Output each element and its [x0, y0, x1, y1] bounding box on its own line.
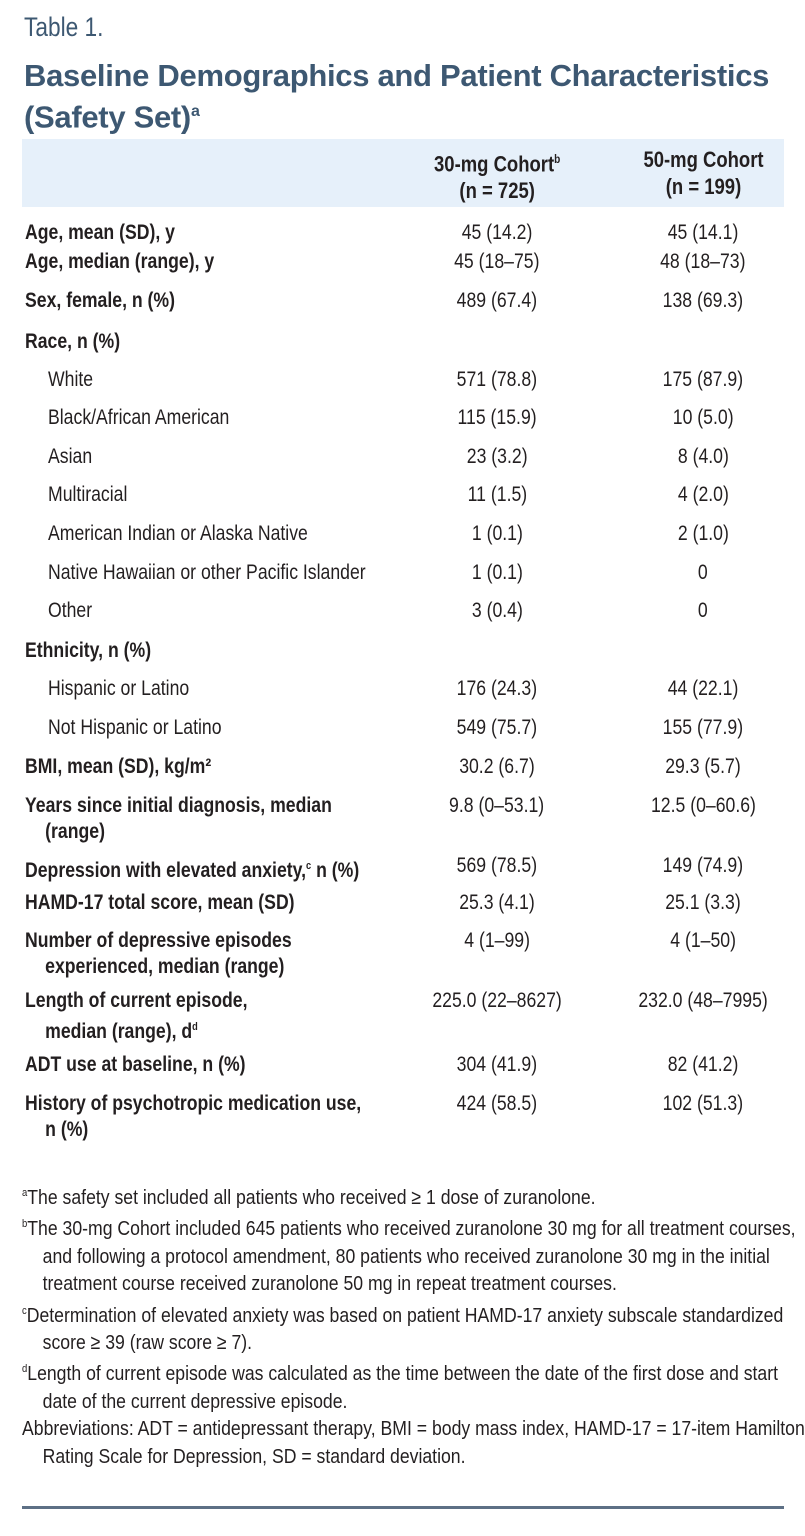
cell-value: 29.3 (5.7) — [665, 755, 741, 778]
row-label: Sex, female, n (%) — [25, 289, 175, 312]
cell-value: 12.5 (0–60.6) — [650, 794, 756, 817]
cell-value: 489 (67.4) — [456, 289, 538, 312]
cell-value: 82 (41.2) — [667, 1053, 739, 1076]
column-header-30mg: 30-mg Cohortb (n = 725) — [433, 151, 561, 204]
row-label: HAMD-17 total score, mean (SD) — [25, 891, 295, 914]
row-label: White — [48, 368, 94, 391]
cell-value — [593, 329, 805, 355]
row-label: Age, mean (SD), y — [25, 221, 175, 244]
row-label: Native Hawaiian or other Pacific Islande… — [48, 561, 366, 584]
cell-value: 115 (15.9) — [457, 406, 537, 429]
cell-value: 0 — [698, 561, 708, 584]
cell-value: 11 (1.5) — [467, 483, 527, 506]
cell-value: 48 (18–73) — [660, 250, 746, 273]
cell-value: 176 (24.3) — [456, 677, 538, 700]
cell-value: 138 (69.3) — [662, 289, 744, 312]
cell-value: 45 (14.1) — [667, 221, 739, 244]
footnote-marker: a — [190, 103, 200, 120]
cell-value: 2 (1.0) — [677, 522, 729, 545]
cell-value: 44 (22.1) — [667, 677, 739, 700]
cell-value: 0 — [698, 599, 708, 622]
cell-value: 23 (3.2) — [466, 445, 528, 468]
cell-value: 25.3 (4.1) — [459, 891, 535, 914]
cell-value: 45 (18–75) — [454, 250, 540, 273]
cell-value: 1 (0.1) — [471, 522, 523, 545]
cell-value: 4 (2.0) — [677, 483, 729, 506]
cell-value: 424 (58.5) — [456, 1092, 538, 1115]
cell-value: 571 (78.8) — [456, 368, 538, 391]
cell-value: 10 (5.0) — [672, 406, 734, 429]
footnote: dLength of current episode was calculate… — [22, 1362, 778, 1413]
cell-value — [593, 638, 805, 664]
cell-value: 304 (41.9) — [456, 1053, 538, 1076]
row-label: Ethnicity, n (%) — [25, 639, 152, 662]
cell-value: 549 (75.7) — [456, 716, 538, 739]
cell-value: 149 (74.9) — [662, 854, 744, 877]
column-header-50mg: 50-mg Cohort (n = 199) — [642, 147, 764, 199]
row-label: Multiracial — [48, 483, 128, 506]
cell-value: 9.8 (0–53.1) — [449, 794, 545, 817]
row-label: Depression with elevated anxiety,c n (%) — [25, 859, 360, 882]
row-label: American Indian or Alaska Native — [48, 522, 308, 545]
row-label: Length of current episode, median (range)… — [25, 989, 248, 1043]
cell-value: 30.2 (6.7) — [459, 755, 535, 778]
row-label: ADT use at baseline, n (%) — [25, 1053, 246, 1076]
cell-value: 4 (1–99) — [464, 929, 530, 952]
bottom-rule — [22, 1506, 784, 1509]
footnote: Abbreviations: ADT = antidepressant ther… — [22, 1417, 805, 1468]
row-label: Hispanic or Latino — [48, 677, 190, 700]
cell-value — [387, 638, 607, 664]
row-label: History of psychotropic medication use, n… — [25, 1092, 362, 1141]
cell-value: 225.0 (22–8627) — [432, 989, 562, 1012]
footnote: bThe 30-mg Cohort included 645 patients … — [22, 1217, 796, 1296]
footnote: cDetermination of elevated anxiety was b… — [22, 1303, 784, 1354]
cell-value — [387, 329, 607, 355]
cell-value: 175 (87.9) — [662, 368, 744, 391]
row-label: Number of depressive episodes experienced… — [25, 929, 292, 978]
cell-value: 232.0 (48–7995) — [638, 989, 768, 1012]
row-label: Black/African American — [48, 406, 230, 429]
row-label: Race, n (%) — [25, 330, 121, 353]
row-label: Asian — [48, 445, 93, 468]
cell-value: 569 (78.5) — [456, 854, 538, 877]
cell-value: 45 (14.2) — [461, 221, 533, 244]
cell-value: 4 (1–50) — [670, 929, 736, 952]
cell-value: 8 (4.0) — [677, 445, 729, 468]
row-label: Age, median (range), y — [25, 250, 215, 273]
table-footnotes: aThe safety set included all patients wh… — [22, 1180, 805, 1470]
cell-value: 155 (77.9) — [662, 716, 744, 739]
row-label: BMI, mean (SD), kg/m² — [25, 755, 212, 778]
cell-value: 102 (51.3) — [662, 1092, 744, 1115]
row-label: Years since initial diagnosis, median (ra… — [25, 794, 332, 843]
cell-value: 1 (0.1) — [471, 561, 523, 584]
cell-value: 3 (0.4) — [471, 599, 523, 622]
table-header-band — [22, 139, 784, 207]
table-title: Baseline Demographics and Patient Charac… — [24, 58, 770, 135]
row-label: Other — [48, 599, 93, 622]
row-label: Not Hispanic or Latino — [48, 716, 222, 739]
footnote: aThe safety set included all patients wh… — [22, 1185, 596, 1209]
cell-value: 25.1 (3.3) — [665, 891, 741, 914]
table-label: Table 1. — [24, 12, 104, 42]
